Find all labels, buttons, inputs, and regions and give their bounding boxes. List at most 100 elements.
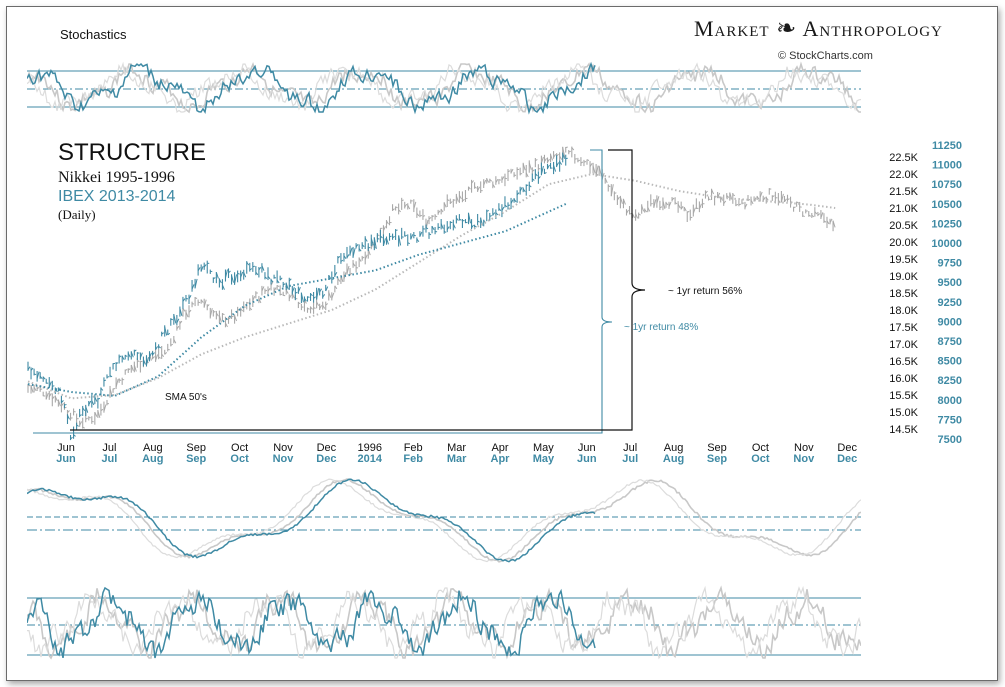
y-tick-nikkei: 15.5K <box>889 390 918 402</box>
price-bar-tick <box>97 410 101 418</box>
price-bar-tick <box>203 299 207 307</box>
x-tick-ibex: Jul <box>622 453 638 465</box>
price-bar-tick <box>559 155 563 160</box>
price-bar-tick <box>540 156 544 164</box>
price-bar-tick <box>200 265 204 272</box>
price-bar-tick <box>510 199 514 204</box>
price-bar-tick <box>446 226 450 230</box>
y-tick-ibex: 11250 <box>932 140 962 152</box>
price-bar-tick <box>106 376 110 378</box>
price-bar-tick <box>373 237 377 249</box>
price-bar-tick <box>540 165 544 175</box>
price-bar-tick <box>206 304 210 307</box>
price-bar-tick <box>811 214 815 218</box>
price-bar-tick <box>762 197 766 201</box>
price-bar-tick <box>218 279 222 284</box>
price-bar-tick <box>285 289 289 294</box>
price-bar-tick <box>616 196 620 201</box>
price-bar-tick <box>307 296 310 298</box>
price-bar-tick <box>802 215 805 217</box>
price-bar-tick <box>720 196 724 201</box>
x-tick-nikkei: Jul <box>102 442 116 454</box>
price-bar-tick <box>331 292 335 299</box>
x-tick-ibex: Mar <box>447 453 467 465</box>
price-bar-tick <box>139 352 143 358</box>
price-bar-tick <box>559 161 563 165</box>
price-bar-tick <box>471 224 474 229</box>
price-bar-tick <box>134 349 137 352</box>
price-bar-tick <box>300 292 304 303</box>
price-bar-tick <box>428 216 432 220</box>
price-bar-tick <box>644 209 648 213</box>
price-bar-tick <box>501 206 505 212</box>
price-bar-tick <box>103 379 107 382</box>
rsi-label: Stochastics <box>60 27 127 42</box>
price-bar-tick <box>486 209 489 212</box>
brand-word-anthropology: Anthropology <box>802 16 943 41</box>
price-bar-tick <box>170 343 174 346</box>
price-bar-tick <box>726 195 730 198</box>
x-tick-nikkei: Mar <box>447 442 466 454</box>
price-bar-tick <box>431 226 435 231</box>
price-bar-tick <box>76 424 79 427</box>
price-bar-tick <box>109 375 113 378</box>
price-bar-tick <box>261 265 265 271</box>
y-tick-ibex: 10750 <box>931 179 962 191</box>
price-bar-tick <box>36 371 40 379</box>
price-bar-tick <box>297 287 301 293</box>
price-bar-tick <box>537 176 541 180</box>
price-bar-tick <box>477 220 480 223</box>
price-bar-tick <box>504 177 508 180</box>
ibex-oscillator-line <box>27 61 596 115</box>
price-bar-tick <box>279 277 283 281</box>
price-bar-tick <box>468 186 471 190</box>
price-bar-tick <box>85 417 88 420</box>
price-bar-tick <box>662 200 666 210</box>
price-bar-tick <box>489 179 493 182</box>
price-bar-tick <box>498 208 502 212</box>
price-bar-tick <box>629 212 632 215</box>
trix-panel <box>27 478 861 563</box>
y-tick-nikkei: 20.0K <box>889 237 918 249</box>
price-bar-tick <box>57 399 61 407</box>
price-bar-tick <box>641 205 645 212</box>
y-tick-nikkei: 16.0K <box>889 373 918 385</box>
price-bar-tick <box>522 188 526 193</box>
price-bar-tick <box>298 302 301 305</box>
price-bar-tick <box>413 234 416 237</box>
price-bar-tick <box>282 283 286 286</box>
y-tick-nikkei: 22.5K <box>889 152 918 164</box>
x-tick-ibex: Jun <box>56 453 76 465</box>
price-bar-tick <box>313 296 316 299</box>
price-bar-tick <box>322 294 326 298</box>
price-bar-tick <box>556 162 560 167</box>
price-bar-tick <box>592 165 596 174</box>
price-bar-tick <box>224 269 228 279</box>
price-bar-tick <box>33 373 37 376</box>
price-bar-tick <box>295 291 298 294</box>
price-bar-tick <box>608 185 611 188</box>
price-bar-tick <box>118 355 122 358</box>
price-bar-tick <box>240 271 244 278</box>
x-tick-nikkei: Jun <box>57 442 75 454</box>
price-bar-tick <box>125 355 128 357</box>
price-bar-tick <box>583 161 587 163</box>
price-bar-tick <box>228 270 231 274</box>
price-bar-tick <box>492 184 496 188</box>
price-bar-tick <box>535 159 538 162</box>
price-bar-tick <box>182 298 186 302</box>
price-bar-tick <box>765 197 769 201</box>
price-bar-tick <box>176 318 180 324</box>
price-bar-tick <box>486 178 490 183</box>
price-bar-tick <box>325 286 329 292</box>
x-tick-ibex: Oct <box>751 453 770 465</box>
price-bar-tick <box>361 244 365 248</box>
price-bar-tick <box>191 284 195 290</box>
price-bar-tick <box>182 308 186 312</box>
x-tick-nikkei: Aug <box>664 442 684 454</box>
price-bar-tick <box>392 208 395 211</box>
price-bar-tick <box>137 360 140 362</box>
x-tick-nikkei: Sep <box>707 442 727 454</box>
price-bar-tick <box>492 212 496 216</box>
price-bar-tick <box>389 235 392 238</box>
